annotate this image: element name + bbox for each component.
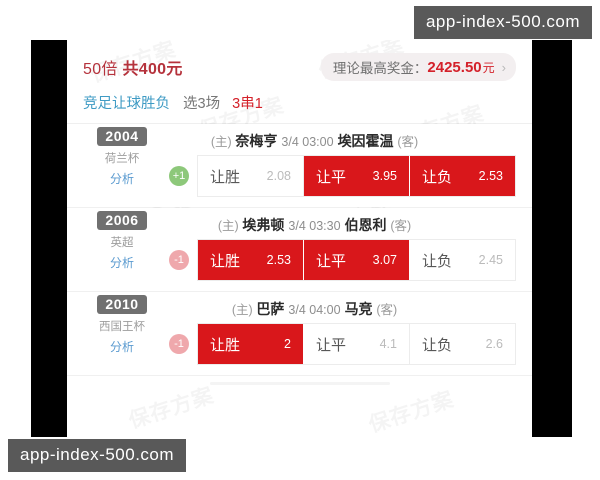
odds-option-value: 2.6 <box>485 337 503 351</box>
analyze-link[interactable]: 分析 <box>109 256 134 270</box>
stake-multiplier: 50倍 <box>83 61 118 78</box>
odds-option-name: 让平 <box>316 168 347 186</box>
match-body: 2010 西国王杯分析 -1 让胜 2 让平 4.1 让负 2.6 <box>83 295 516 365</box>
stake-total: 共400元 <box>122 61 183 78</box>
max-prize-label: 理论最高奖金： <box>332 61 428 76</box>
away-team: 埃因霍温 <box>337 133 394 149</box>
odds-option[interactable]: 让平 3.95 <box>304 156 410 196</box>
odds-option[interactable]: 让负 2.45 <box>410 240 515 280</box>
match-row-separator <box>67 375 532 376</box>
odds-option-value: 2.08 <box>266 169 291 183</box>
max-prize-amount: 2425.50 <box>427 58 482 76</box>
kickoff-time: 3/4 03:30 <box>288 219 341 233</box>
site-watermark-bottom: app-index-500.com <box>8 439 187 472</box>
match-row-separator <box>67 291 532 292</box>
match-row: (主) 巴萨 3/4 04:00 马竞 (客) 2010 西国王杯 分析 -1 让胜 2 让平 4.… <box>67 292 532 375</box>
analyze-link[interactable]: 分析 <box>109 340 134 354</box>
odds-group: 让胜 2.08 让平 3.95 让负 2.53 <box>197 155 516 197</box>
odds-option-name: 让胜 <box>210 168 241 186</box>
odds-option[interactable]: 让胜 2 <box>198 324 304 364</box>
odds-option[interactable]: 让平 4.1 <box>304 324 410 364</box>
bet-slip-card: 保存方案 保存方案 保存方案 保存方案 保存方案 保存方案 保存方案 保存方案 … <box>67 40 532 437</box>
away-tag: (客) <box>376 303 398 317</box>
away-team: 伯恩利 <box>344 217 387 233</box>
handicap-badge: -1 <box>169 334 189 354</box>
home-tag: (主) <box>217 219 239 233</box>
handicap-badge: +1 <box>169 166 189 186</box>
right-black-bar <box>532 40 572 437</box>
odds-option-name: 让平 <box>316 336 347 354</box>
slip-header: 50倍 共400元 理论最高奖金： 2425.50 元 › 竞足让球胜负 选3场… <box>67 40 532 123</box>
odds-group: 让胜 2 让平 4.1 让负 2.6 <box>197 323 516 365</box>
match-meta: 2004 荷兰杯分析 <box>83 127 161 187</box>
odds-option-value: 4.1 <box>379 337 397 351</box>
header-divider <box>67 123 532 124</box>
odds-option-value: 3.07 <box>372 253 397 267</box>
kickoff-time: 3/4 04:00 <box>288 303 341 317</box>
odds-option-value: 2.45 <box>478 253 503 267</box>
handicap-wrap: -1 <box>161 239 197 281</box>
pick-count-label: 选3场 <box>183 96 221 112</box>
odds-option-name: 让平 <box>316 252 347 270</box>
odds-option-name: 让胜 <box>210 252 241 270</box>
match-list: (主) 奈梅亨 3/4 03:00 埃因霍温 (客) 2004 荷兰杯 分析 +1 让胜 2.0… <box>67 124 532 376</box>
league-label: 荷兰杯 <box>104 153 140 165</box>
odds-option-value: 2.53 <box>478 169 503 183</box>
match-title: (主) 巴萨 3/4 04:00 马竞 (客) <box>83 300 516 319</box>
away-tag: (客) <box>390 219 412 233</box>
slip-header-bottom-row: 竞足让球胜负 选3场 3串1 <box>83 92 516 113</box>
kickoff-time: 3/4 03:00 <box>281 135 334 149</box>
league-label: 英超 <box>110 237 134 249</box>
match-body: 2006 英超分析 -1 让胜 2.53 让平 3.07 让负 2.45 <box>83 211 516 281</box>
stake-summary: 50倍 共400元 <box>83 55 183 79</box>
next-row-partial <box>67 382 532 396</box>
analyze-link[interactable]: 分析 <box>109 172 134 186</box>
odds-option-value: 2.53 <box>266 253 291 267</box>
match-row: (主) 奈梅亨 3/4 03:00 埃因霍温 (客) 2004 荷兰杯 分析 +1 让胜 2.0… <box>67 124 532 207</box>
odds-option[interactable]: 让胜 2.53 <box>198 240 304 280</box>
match-code-chip: 2006 <box>97 211 147 230</box>
next-row-placeholder-bar <box>209 382 390 385</box>
match-body: 2004 荷兰杯分析 +1 让胜 2.08 让平 3.95 让负 2.53 <box>83 127 516 197</box>
match-code-chip: 2004 <box>97 127 147 146</box>
match-row: (主) 埃弗顿 3/4 03:30 伯恩利 (客) 2006 英超 分析 -1 让胜 2.53 让… <box>67 208 532 291</box>
odds-option-name: 让负 <box>422 252 453 270</box>
home-team: 巴萨 <box>256 301 285 317</box>
handicap-wrap: -1 <box>161 323 197 365</box>
odds-option-name: 让负 <box>422 336 453 354</box>
match-title: (主) 奈梅亨 3/4 03:00 埃因霍温 (客) <box>83 132 516 151</box>
match-code-chip: 2010 <box>97 295 147 314</box>
home-tag: (主) <box>210 135 232 149</box>
slip-header-top-row: 50倍 共400元 理论最高奖金： 2425.50 元 › <box>83 53 516 81</box>
home-team: 奈梅亨 <box>235 133 278 149</box>
away-tag: (客) <box>397 135 419 149</box>
league-label: 西国王杯 <box>99 321 145 333</box>
match-meta: 2010 西国王杯分析 <box>83 295 161 355</box>
odds-option[interactable]: 让负 2.53 <box>410 156 515 196</box>
handicap-wrap: +1 <box>161 155 197 197</box>
odds-option-name: 让胜 <box>210 336 241 354</box>
match-row-separator <box>67 207 532 208</box>
home-tag: (主) <box>231 303 253 317</box>
match-meta: 2006 英超分析 <box>83 211 161 271</box>
odds-group: 让胜 2.53 让平 3.07 让负 2.45 <box>197 239 516 281</box>
max-prize-pill[interactable]: 理论最高奖金： 2425.50 元 › <box>320 53 516 81</box>
play-type-label[interactable]: 竞足让球胜负 <box>83 96 170 112</box>
site-watermark-top: app-index-500.com <box>413 6 592 39</box>
odds-option-value: 2 <box>284 337 291 351</box>
odds-option-name: 让负 <box>422 168 453 186</box>
max-prize-unit: 元 <box>482 60 495 75</box>
odds-option[interactable]: 让平 3.07 <box>304 240 410 280</box>
left-black-bar <box>31 40 67 437</box>
handicap-badge: -1 <box>169 250 189 270</box>
match-title: (主) 埃弗顿 3/4 03:30 伯恩利 (客) <box>83 216 516 235</box>
odds-option-value: 3.95 <box>372 169 397 183</box>
odds-option[interactable]: 让负 2.6 <box>410 324 515 364</box>
odds-option[interactable]: 让胜 2.08 <box>198 156 304 196</box>
away-team: 马竞 <box>344 301 373 317</box>
home-team: 埃弗顿 <box>242 217 285 233</box>
chevron-right-icon: › <box>501 59 506 75</box>
combo-type-label: 3串1 <box>232 96 263 112</box>
